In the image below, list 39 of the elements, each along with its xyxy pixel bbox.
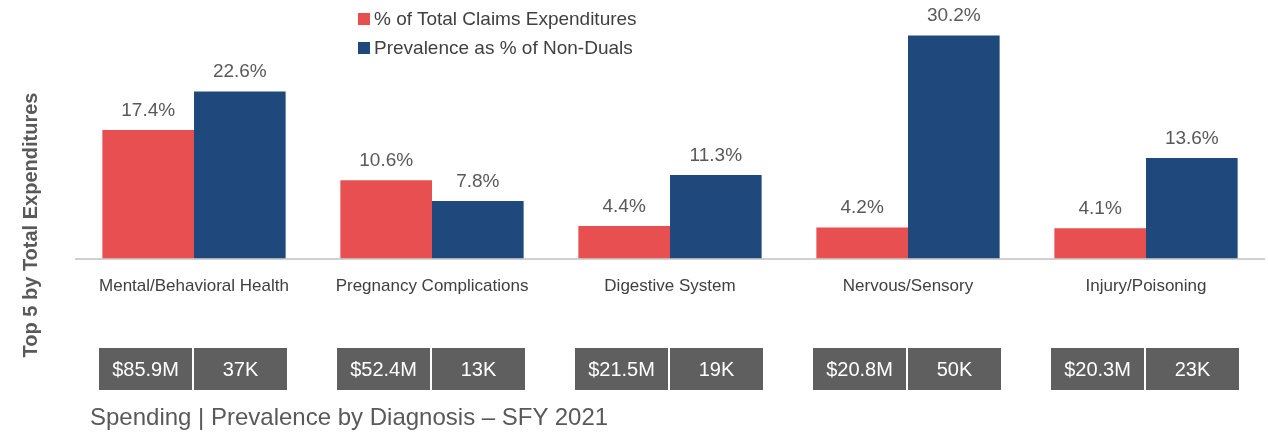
text: 13K xyxy=(432,348,527,390)
data-label: 4.2% xyxy=(840,196,884,218)
data-label: 22.6% xyxy=(212,60,267,82)
bar xyxy=(908,35,1000,259)
data-label: 17.4% xyxy=(121,98,176,120)
text: 23K xyxy=(1146,348,1241,390)
text: $20.3M xyxy=(1051,348,1146,390)
bar xyxy=(194,91,286,259)
text: $85.9M xyxy=(99,348,194,390)
y-axis-title: Top 5 by Total Expenditures xyxy=(18,92,42,358)
data-label: 10.6% xyxy=(359,149,414,171)
bar xyxy=(670,175,762,259)
bar xyxy=(1146,158,1238,259)
data-label: 7.8% xyxy=(456,169,500,191)
text: 50K xyxy=(908,348,1003,390)
text: $52.4M xyxy=(337,348,432,390)
text: $20.8M xyxy=(813,348,908,390)
bar xyxy=(340,180,432,259)
data-label: 4.1% xyxy=(1078,197,1122,219)
x-tick-label: Digestive System xyxy=(604,276,736,296)
text: 19K xyxy=(670,348,765,390)
data-label: 30.2% xyxy=(926,4,981,26)
data-label: 11.3% xyxy=(689,143,743,165)
text: Spending | Prevalence by Diagnosis – SFY 2021 xyxy=(90,403,609,431)
x-tick-label: Pregnancy Complications xyxy=(335,276,529,296)
data-label: 4.4% xyxy=(602,194,646,216)
bar xyxy=(816,227,908,259)
bar xyxy=(578,226,670,259)
text: 37K xyxy=(194,348,289,390)
bar xyxy=(1054,228,1146,259)
text: $21.5M xyxy=(575,348,670,390)
legend-label: % of Total Claims Expenditures xyxy=(374,7,637,30)
data-label: 13.6% xyxy=(1164,126,1219,148)
bar xyxy=(432,200,524,259)
x-tick-label: Mental/Behavioral Health xyxy=(99,276,289,296)
x-tick-label: Injury/Poisoning xyxy=(1085,276,1207,296)
legend-label: Prevalence as % of Non-Duals xyxy=(374,36,633,59)
x-tick-label: Nervous/Sensory xyxy=(842,276,974,296)
bar xyxy=(102,130,194,259)
